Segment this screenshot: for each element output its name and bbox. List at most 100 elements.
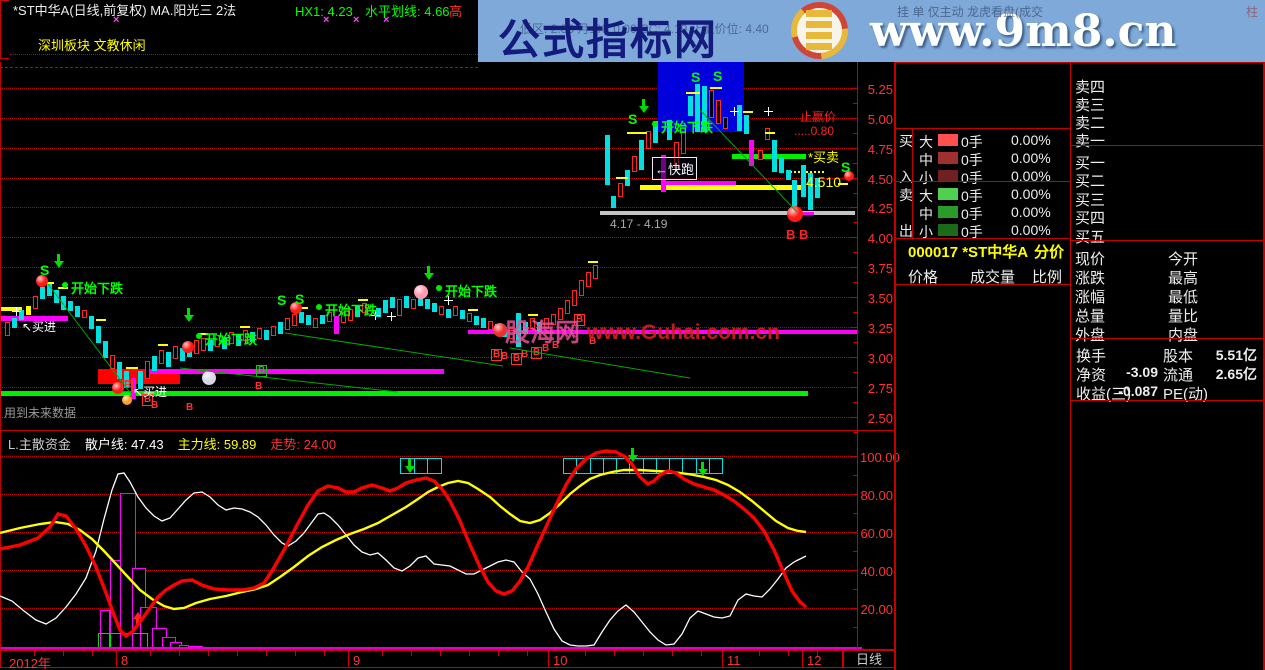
- candlestick: [772, 140, 777, 172]
- ladder-level-卖二[interactable]: 卖二: [1075, 115, 1106, 132]
- sector-label[interactable]: 深圳板块 文教休闲: [38, 38, 146, 53]
- ma-dash: [126, 367, 138, 369]
- axis-minor-tick: [853, 513, 857, 514]
- down-arrow: [628, 455, 638, 462]
- ladder-level-买四[interactable]: 买四: [1075, 210, 1106, 227]
- ladder-level-买三[interactable]: 买三: [1075, 192, 1106, 209]
- timeline-major-tick: [722, 651, 723, 667]
- indicator-axis-label: 100.00: [860, 450, 900, 465]
- axis-tick: [851, 494, 857, 495]
- indicator-axis-label: 60.00: [860, 526, 893, 541]
- ladder-level-卖一[interactable]: 卖一: [1075, 133, 1106, 150]
- quote-label: 今开: [1168, 251, 1199, 268]
- annotation-dot: [196, 333, 202, 339]
- flow-color-swatch: [937, 187, 959, 201]
- ma-dash: [616, 177, 628, 179]
- axis-tick: [851, 267, 857, 268]
- down-arrow: [698, 469, 708, 476]
- overlay-line: [148, 369, 444, 374]
- axis-tick: [851, 417, 857, 418]
- panel-divider: [895, 128, 1071, 129]
- down-arrow: [187, 308, 190, 316]
- ladder-level-买一[interactable]: 买一: [1075, 155, 1106, 172]
- axis-tick: [851, 148, 857, 149]
- panel-divider: [912, 128, 913, 238]
- candlestick: [341, 312, 346, 323]
- timeline-minor-tick: [817, 651, 818, 656]
- quote-label: 涨跌: [1075, 270, 1106, 287]
- tab-x-mark: ×: [113, 14, 120, 26]
- flow-color-swatch: [937, 151, 959, 165]
- financial-value: 5.51亿: [1215, 347, 1257, 363]
- candlestick: [481, 318, 486, 328]
- candlestick: [138, 371, 143, 389]
- axis-tick: [851, 357, 857, 358]
- candlestick: [572, 290, 577, 306]
- trade-letter-mark: B: [552, 340, 560, 351]
- price-gridline: [0, 327, 857, 328]
- candlestick: [376, 308, 381, 317]
- timeline-minor-tick: [759, 651, 760, 656]
- candlestick: [646, 131, 651, 149]
- axis-tick: [851, 570, 857, 571]
- price-axis-label: 4.00: [867, 231, 893, 246]
- chart-float-text: 止赢价: [800, 110, 837, 124]
- candlestick: [299, 312, 304, 323]
- financial-value: -3.09: [1126, 364, 1158, 380]
- candlestick: [474, 316, 479, 325]
- ma-dash: [627, 132, 647, 134]
- axis-minor-tick: [853, 475, 857, 476]
- flow-size-label: 小: [919, 170, 933, 186]
- candlestick: [618, 183, 623, 197]
- tab-price-distribution[interactable]: 分价: [1034, 244, 1065, 261]
- price-gridline: [0, 178, 857, 179]
- signal-ball: [122, 395, 132, 405]
- candlestick: [709, 90, 714, 118]
- timeline-minor-tick: [237, 651, 238, 656]
- flow-percent-value: 0.00%: [1011, 186, 1051, 202]
- price-gridline: [0, 118, 857, 119]
- ladder-level-卖四[interactable]: 卖四: [1075, 79, 1106, 96]
- candlestick: [808, 173, 813, 210]
- candlestick: [516, 313, 521, 347]
- decline-annotation: 开始下跌: [71, 281, 124, 296]
- timeline-minor-tick: [411, 651, 412, 656]
- down-arrow: [54, 261, 64, 268]
- candlestick: [593, 265, 598, 279]
- ladder-level-买二[interactable]: 买二: [1075, 173, 1106, 190]
- cross-mark: [768, 107, 769, 116]
- ladder-level-卖三[interactable]: 卖三: [1075, 97, 1106, 114]
- period-selector[interactable]: 日线: [843, 650, 895, 668]
- hx1-value: HX1: 4.23: [295, 4, 353, 19]
- candlestick: [558, 308, 563, 320]
- candlestick: [285, 318, 290, 330]
- timeline-minor-tick: [527, 651, 528, 656]
- trade-letter-mark: B: [151, 400, 159, 411]
- chart-float-text: ←快跑: [652, 157, 698, 180]
- candlestick: [801, 165, 806, 197]
- decline-annotation: 开始下跌: [205, 332, 258, 347]
- ma-dash: [710, 87, 722, 89]
- flow-volume-value: 0手: [961, 170, 983, 186]
- axis-minor-tick: [853, 627, 857, 628]
- financial-label: 股本: [1163, 348, 1194, 365]
- price-axis-label: 3.75: [867, 261, 893, 276]
- candlestick: [75, 306, 80, 317]
- chart-float-text: www.Guhai.com.cn: [587, 321, 780, 344]
- financial-value: -0.087: [1118, 383, 1158, 399]
- axis-minor-tick: [853, 589, 857, 590]
- timeline-axis[interactable]: 2012年 8 9 10 11 12: [0, 650, 843, 670]
- trade-letter-mark: B: [255, 381, 263, 392]
- down-arrow: [639, 106, 649, 113]
- price-gridline: [0, 387, 857, 388]
- candlestick: [605, 135, 610, 185]
- ladder-level-买五[interactable]: 买五: [1075, 229, 1106, 246]
- flow-volume-value: 0手: [961, 152, 983, 168]
- candlestick: [716, 100, 721, 124]
- quote-label: 最高: [1168, 270, 1199, 287]
- panel-divider: [1263, 62, 1264, 670]
- axis-tick: [851, 207, 857, 208]
- timeline-minor-tick: [614, 651, 615, 656]
- period-label[interactable]: 日线: [855, 652, 882, 667]
- candlestick: [744, 115, 749, 134]
